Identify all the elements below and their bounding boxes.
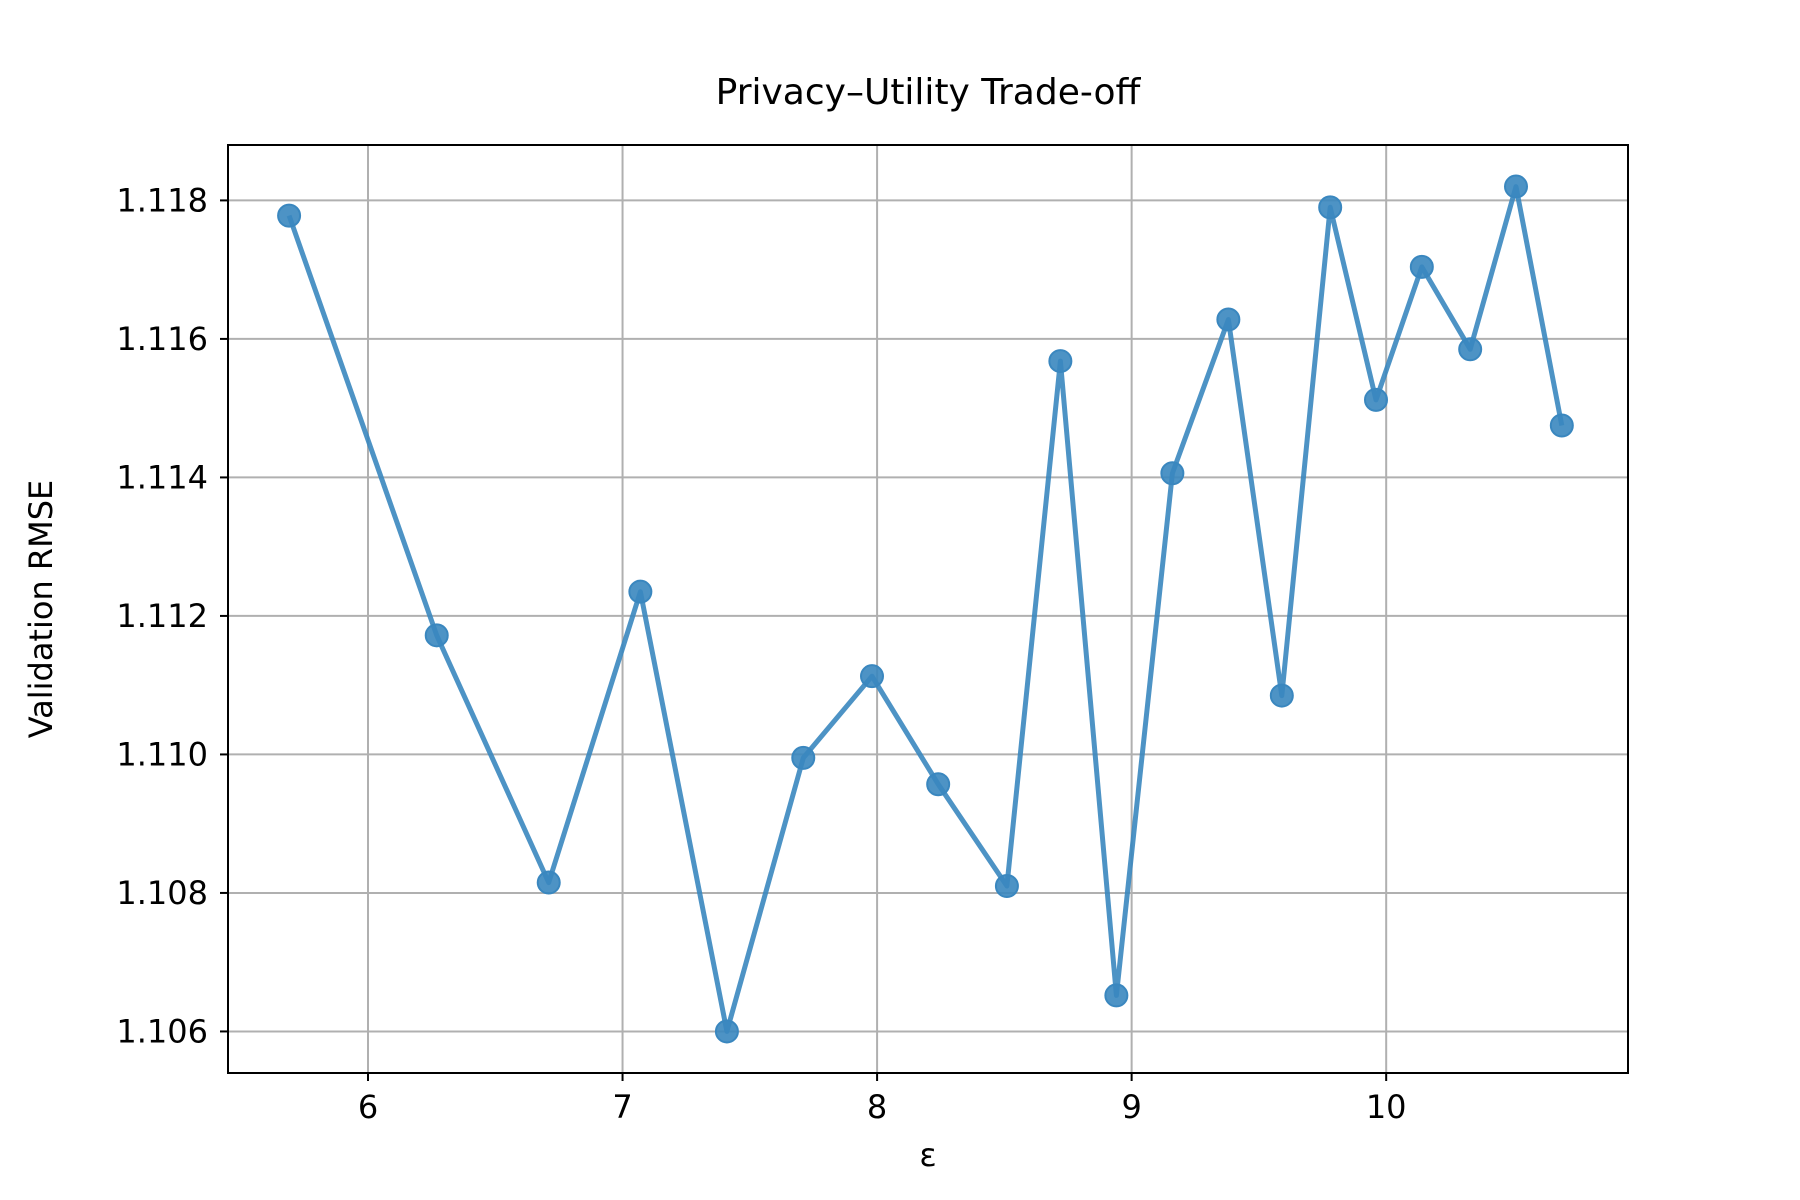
y-axis-label: Validation RMSE (22, 480, 60, 739)
grid (228, 145, 1628, 1073)
data-point (1318, 195, 1343, 220)
data-point (1364, 387, 1388, 412)
data-point (1048, 349, 1073, 374)
data-point (277, 203, 302, 228)
axis-ticks: 6 7 8 9 10 1.106 1.108 1.110 1.112 1.114 1.116 1.11… (116, 181, 1406, 1126)
data-point (791, 745, 816, 770)
x-tick-label: 6 (358, 1088, 378, 1126)
plot-frame (227, 144, 1629, 1074)
marker-layer (277, 174, 1574, 1044)
x-tick-label: 7 (612, 1088, 632, 1126)
series-layer (286, 184, 1565, 1034)
data-point (1504, 174, 1528, 199)
y-tick-label: 1.114 (116, 458, 208, 496)
data-point (926, 772, 951, 797)
data-point (1160, 461, 1185, 486)
x-tick-label: 9 (1121, 1088, 1141, 1126)
data-point (1104, 983, 1129, 1008)
data-point (1269, 683, 1294, 708)
data-point (994, 874, 1019, 899)
data-point (860, 664, 884, 689)
data-point (536, 870, 561, 895)
x-axis-label: ε (919, 1136, 936, 1174)
chart-title: Privacy–Utility Trade-off (716, 72, 1142, 113)
y-tick-label: 1.108 (116, 874, 208, 912)
data-point (714, 1019, 739, 1044)
data-point (1549, 413, 1574, 438)
data-point (628, 579, 653, 604)
data-point (1409, 254, 1434, 279)
data-point (424, 623, 449, 648)
x-tick-label: 8 (867, 1088, 887, 1126)
y-tick-label: 1.106 (116, 1012, 208, 1050)
y-tick-label: 1.110 (116, 735, 208, 773)
data-point (1458, 337, 1483, 362)
x-tick-label: 10 (1366, 1088, 1407, 1126)
data-point (1216, 307, 1241, 332)
y-tick-label: 1.112 (116, 597, 208, 635)
series-line (286, 184, 1565, 1034)
y-tick-label: 1.116 (116, 320, 208, 358)
y-tick-label: 1.118 (116, 181, 208, 219)
